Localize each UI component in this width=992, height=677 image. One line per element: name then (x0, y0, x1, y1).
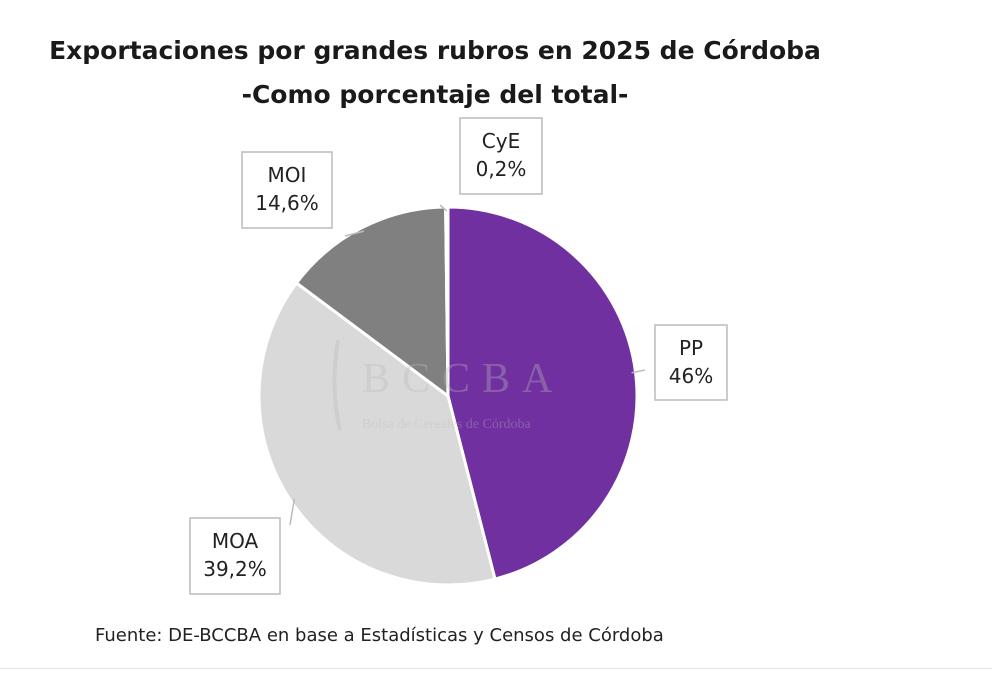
label-value: 46% (669, 364, 713, 388)
data-label-pp: PP 46% (631, 324, 728, 401)
chart-subtitle: -Como porcentaje del total- (241, 80, 629, 109)
svg-text:Bolsa de Cereales de Córdoba: Bolsa de Cereales de Córdoba (362, 417, 532, 432)
data-label-moi: MOI 14,6% (241, 151, 365, 237)
label-value: 14,6% (255, 191, 319, 215)
label-value: 39,2% (203, 557, 267, 581)
label-category: PP (679, 336, 703, 360)
watermark: BCCBA Bolsa de Cereales de Córdoba (332, 339, 564, 432)
chart-title: Exportaciones por grandes rubros en 2025… (49, 36, 821, 65)
data-label-cye: CyE 0,2% (439, 117, 543, 212)
pie-slice-moi (294, 205, 450, 400)
data-label-moa: MOA 39,2% (189, 498, 296, 595)
label-category: CyE (482, 129, 520, 153)
source-note: Fuente: DE-BCCBA en base a Estadísticas … (95, 625, 664, 646)
label-value: 0,2% (476, 157, 527, 181)
divider (0, 668, 992, 669)
pie-slice-cye (444, 205, 450, 397)
pie-slice-moa (257, 280, 497, 587)
label-category: MOI (268, 163, 307, 187)
svg-text:BCCBA: BCCBA (362, 356, 564, 402)
label-category: MOA (212, 529, 259, 553)
